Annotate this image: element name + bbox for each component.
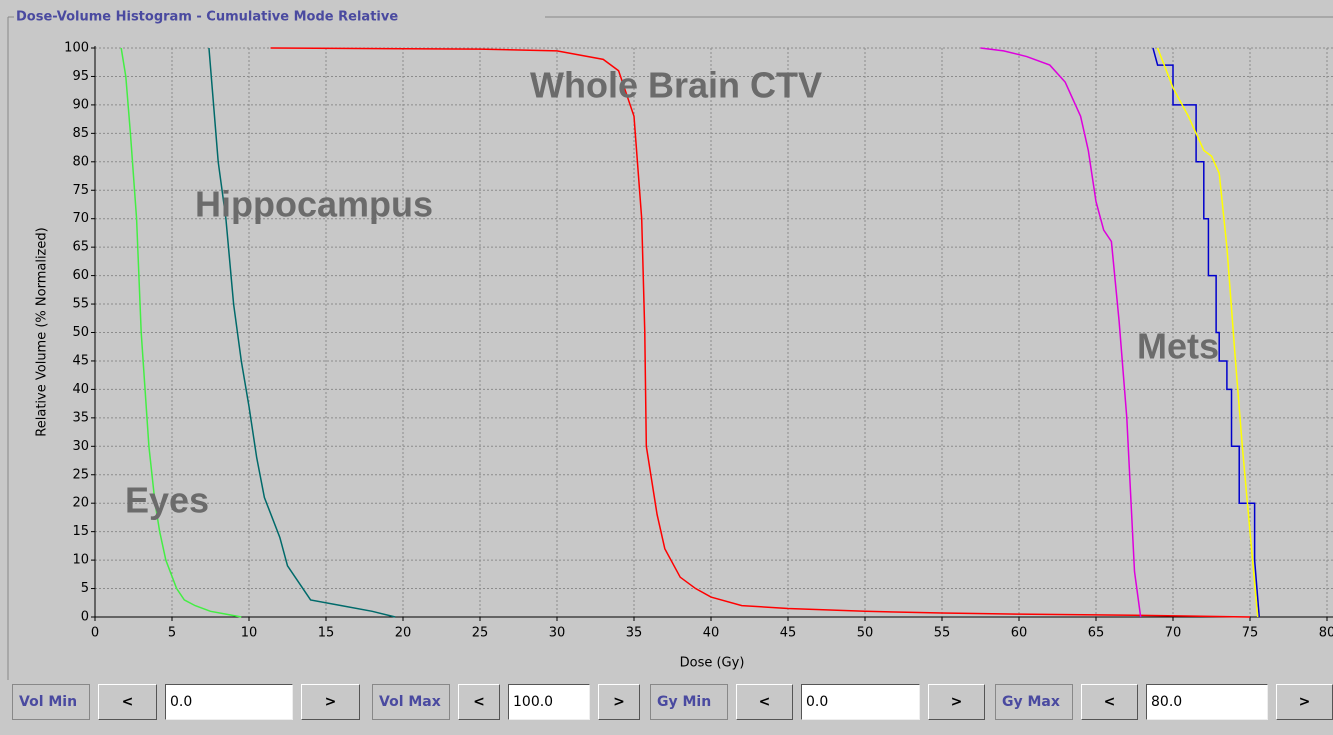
curve-annotation: Hippocampus xyxy=(195,184,433,225)
dvh-curve xyxy=(1152,47,1260,618)
value-field[interactable]: 0.0 xyxy=(165,684,293,720)
increment-button[interactable]: > xyxy=(928,684,985,720)
y-tick-label: 95 xyxy=(72,69,89,84)
dvh-curve xyxy=(270,47,1251,618)
dvh-curve xyxy=(1156,47,1259,618)
decrement-button[interactable]: < xyxy=(98,684,157,720)
value-field[interactable]: 80.0 xyxy=(1146,684,1268,720)
decrement-button[interactable]: < xyxy=(736,684,793,720)
decrement-button[interactable]: < xyxy=(1081,684,1138,720)
control-label: Gy Min xyxy=(650,684,728,720)
x-tick-label: 40 xyxy=(703,626,720,641)
y-tick-label: 100 xyxy=(64,41,89,56)
x-tick-label: 80 xyxy=(1319,626,1333,641)
x-tick-label: 65 xyxy=(1088,626,1105,641)
y-tick-label: 80 xyxy=(72,154,89,169)
y-tick-label: 35 xyxy=(72,410,89,425)
y-tick-label: 20 xyxy=(72,496,89,511)
chart: Dose-Volume Histogram - Cumulative Mode … xyxy=(7,10,1333,680)
x-tick-label: 60 xyxy=(1011,626,1028,641)
y-tick-label: 15 xyxy=(72,524,89,539)
curve-annotation: Mets xyxy=(1137,326,1219,367)
y-tick-label: 0 xyxy=(81,610,89,625)
value-field[interactable]: 100.0 xyxy=(508,684,590,720)
y-tick-label: 90 xyxy=(72,97,89,112)
y-tick-label: 55 xyxy=(72,297,89,312)
curve-annotation: Eyes xyxy=(125,480,209,521)
x-tick-label: 75 xyxy=(1242,626,1259,641)
panel-title: Dose-Volume Histogram - Cumulative Mode … xyxy=(16,10,398,25)
y-tick-label: 75 xyxy=(72,183,89,198)
x-tick-label: 5 xyxy=(168,626,176,641)
y-tick-label: 30 xyxy=(72,439,89,454)
curve-annotation: Whole Brain CTV xyxy=(530,65,822,106)
y-tick-label: 25 xyxy=(72,467,89,482)
y-tick-label: 85 xyxy=(72,126,89,141)
y-tick-label: 60 xyxy=(72,268,89,283)
y-tick-label: 10 xyxy=(72,553,89,568)
increment-button[interactable]: > xyxy=(301,684,360,720)
increment-button[interactable]: > xyxy=(1276,684,1333,720)
x-tick-label: 25 xyxy=(472,626,489,641)
y-axis-label: Relative Volume (% Normalized) xyxy=(35,227,50,436)
increment-button[interactable]: > xyxy=(598,684,640,720)
x-tick-label: 50 xyxy=(857,626,874,641)
decrement-button[interactable]: < xyxy=(458,684,500,720)
dvh-curve xyxy=(980,47,1142,618)
dvh-curve xyxy=(120,47,242,618)
y-tick-label: 65 xyxy=(72,240,89,255)
y-tick-label: 45 xyxy=(72,353,89,368)
control-label: Gy Max xyxy=(995,684,1073,720)
x-tick-label: 45 xyxy=(780,626,797,641)
control-label: Vol Max xyxy=(372,684,450,720)
x-tick-label: 35 xyxy=(626,626,643,641)
x-tick-label: 20 xyxy=(395,626,412,641)
control-label: Vol Min xyxy=(12,684,90,720)
x-tick-label: 10 xyxy=(241,626,258,641)
value-field[interactable]: 0.0 xyxy=(801,684,920,720)
x-tick-label: 30 xyxy=(549,626,566,641)
x-tick-label: 55 xyxy=(934,626,951,641)
y-tick-label: 70 xyxy=(72,211,89,226)
x-axis-label: Dose (Gy) xyxy=(680,656,745,671)
y-tick-label: 5 xyxy=(81,581,89,596)
y-tick-label: 40 xyxy=(72,382,89,397)
dvh-curve xyxy=(208,47,396,618)
x-tick-label: 70 xyxy=(1165,626,1182,641)
x-tick-label: 15 xyxy=(318,626,335,641)
x-tick-label: 0 xyxy=(91,626,99,641)
y-tick-label: 50 xyxy=(72,325,89,340)
